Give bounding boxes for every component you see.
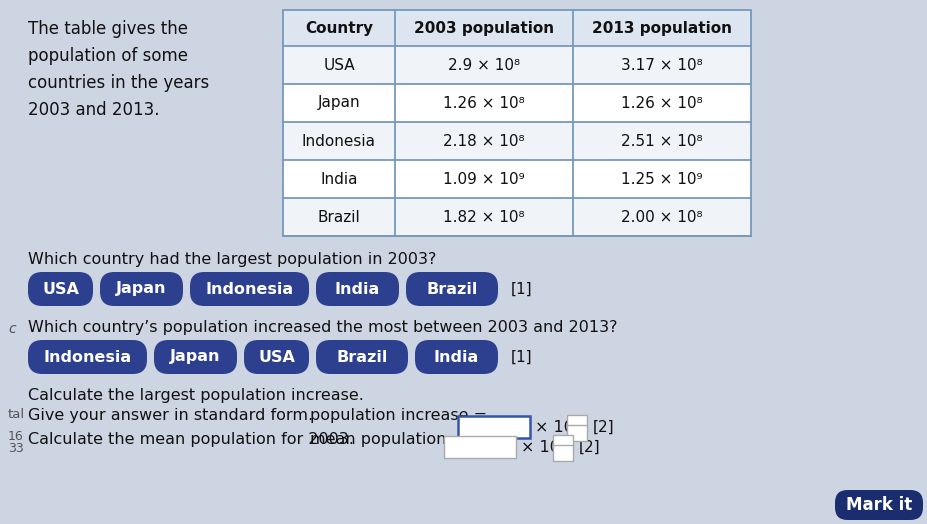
Bar [283,122,751,160]
Text: 33: 33 [8,442,24,455]
Text: Indonesia: Indonesia [206,281,294,297]
Text: Which country had the largest population in 2003?: Which country had the largest population… [28,252,437,267]
Text: Give your answer in standard form.: Give your answer in standard form. [28,408,313,423]
Text: [2]: [2] [593,420,615,434]
Text: India: India [320,171,358,187]
FancyBboxPatch shape [244,340,309,374]
Bar [567,425,587,441]
Text: Indonesia: Indonesia [302,134,376,148]
Text: 2.51 × 10⁸: 2.51 × 10⁸ [621,134,703,148]
Bar [283,10,751,236]
Text: 1.26 × 10⁸: 1.26 × 10⁸ [443,95,525,111]
Text: Calculate the largest population increase.: Calculate the largest population increas… [28,388,364,403]
FancyBboxPatch shape [316,340,408,374]
Text: The table gives the
population of some
countries in the years
2003 and 2013.: The table gives the population of some c… [28,20,210,119]
Text: 2003 population: 2003 population [414,20,554,36]
Bar [567,415,587,431]
Text: Japan: Japan [318,95,361,111]
Bar [458,416,530,438]
Text: [2]: [2] [579,440,601,454]
FancyBboxPatch shape [190,272,309,306]
Text: Calculate the mean population for 2003.: Calculate the mean population for 2003. [28,432,354,447]
Text: Brazil: Brazil [426,281,477,297]
Text: 3.17 × 10⁸: 3.17 × 10⁸ [621,58,703,72]
Bar [553,445,573,461]
FancyBboxPatch shape [28,272,93,306]
Text: India: India [434,350,479,365]
Text: 2.18 × 10⁸: 2.18 × 10⁸ [443,134,525,148]
Text: Brazil: Brazil [318,210,361,224]
Bar [283,10,751,236]
Text: Indonesia: Indonesia [44,350,132,365]
Text: 1.26 × 10⁸: 1.26 × 10⁸ [621,95,703,111]
Text: [1]: [1] [511,350,533,365]
Text: Brazil: Brazil [337,350,387,365]
Text: 1.25 × 10⁹: 1.25 × 10⁹ [621,171,703,187]
Text: 1.09 × 10⁹: 1.09 × 10⁹ [443,171,525,187]
Text: 16: 16 [8,430,24,443]
Text: 2.9 × 10⁸: 2.9 × 10⁸ [448,58,520,72]
Bar [283,84,751,122]
Bar [283,198,751,236]
Text: Japan: Japan [171,350,221,365]
FancyBboxPatch shape [835,490,923,520]
FancyBboxPatch shape [415,340,498,374]
Text: USA: USA [258,350,295,365]
Text: [1]: [1] [511,281,533,297]
Text: USA: USA [42,281,79,297]
FancyBboxPatch shape [28,340,147,374]
FancyBboxPatch shape [406,272,498,306]
FancyBboxPatch shape [316,272,399,306]
Bar [283,160,751,198]
Bar [283,46,751,84]
Text: 1.82 × 10⁸: 1.82 × 10⁸ [443,210,525,224]
FancyBboxPatch shape [154,340,237,374]
Bar [444,436,516,458]
Text: Japan: Japan [116,281,167,297]
Text: 2013 population: 2013 population [592,20,732,36]
Text: USA: USA [324,58,355,72]
FancyBboxPatch shape [100,272,183,306]
Text: population increase =: population increase = [310,408,487,423]
Text: Which country’s population increased the most between 2003 and 2013?: Which country’s population increased the… [28,320,617,335]
Text: mean population =: mean population = [310,432,465,447]
Text: c: c [8,322,16,336]
Text: 2.00 × 10⁸: 2.00 × 10⁸ [621,210,703,224]
Bar [553,435,573,451]
Text: × 10: × 10 [521,440,560,454]
Text: Mark it: Mark it [845,496,912,514]
Text: Country: Country [305,20,373,36]
Text: India: India [335,281,380,297]
Text: × 10: × 10 [535,420,574,434]
Bar [283,10,751,46]
Text: tal: tal [8,408,25,421]
